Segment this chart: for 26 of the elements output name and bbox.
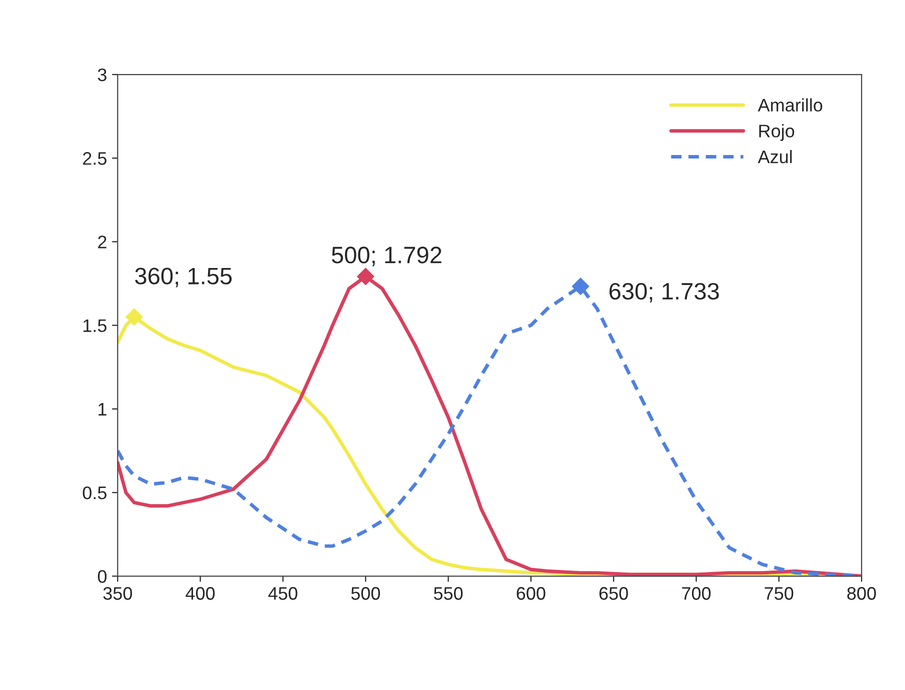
y-tick-label: 1: [98, 403, 106, 416]
point: [572, 278, 590, 295]
legend-label: Azul: [758, 150, 792, 164]
x-tick-label: 700: [682, 587, 711, 600]
annotation: 360; 1.55: [135, 268, 232, 288]
annotation: 630; 1.733: [610, 282, 719, 302]
y-tick-label: 0: [98, 570, 107, 583]
legend-label: Amarillo: [758, 98, 822, 112]
legend-label: Rojo: [759, 124, 794, 141]
y-tick-label: 2.5: [83, 152, 106, 165]
point: [357, 268, 374, 286]
y-tick-label: 0.5: [82, 486, 106, 500]
x-tick-label: 400: [186, 587, 215, 600]
y-tick-label: 1.5: [84, 319, 106, 332]
y-tick-label: 2: [98, 236, 106, 248]
x-tick-label: 350: [103, 587, 132, 600]
x-tick-label: 500: [351, 587, 380, 600]
x-tick-label: 650: [599, 587, 628, 600]
x-tick-label: 600: [516, 587, 546, 600]
x-tick-label: 800: [847, 587, 876, 600]
x-tick-label: 550: [434, 587, 463, 600]
point: [126, 308, 143, 326]
annotation: 500; 1.792: [332, 246, 442, 266]
x-tick-label: 450: [268, 587, 298, 600]
y-tick-label: 3: [98, 68, 106, 82]
x-tick-label: 750: [764, 587, 794, 600]
